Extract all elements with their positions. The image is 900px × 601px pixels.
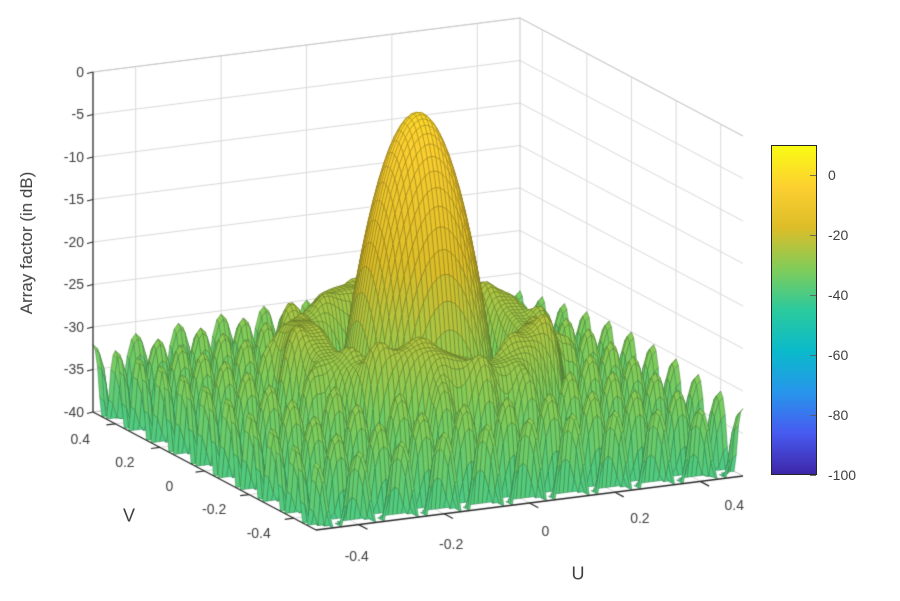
- colorbar-tick-mark: [810, 474, 816, 476]
- v-axis-title: V: [122, 505, 136, 526]
- colorbar-gradient: [771, 145, 817, 475]
- colorbar-tick-mark: [810, 414, 816, 416]
- colorbar-tick-mark: [810, 234, 816, 236]
- colorbar-tick-label: -100: [828, 467, 857, 483]
- colorbar-tick-label: 0: [828, 167, 836, 183]
- colorbar-tick-mark: [810, 174, 816, 176]
- colorbar-tick-label: -40: [828, 287, 849, 303]
- u-axis-title: U: [571, 563, 585, 584]
- z-axis-title: Array factor (in dB): [17, 171, 36, 315]
- colorbar-tick-label: -20: [828, 227, 849, 243]
- colorbar: 0 -20 -40 -60 -80 -100: [771, 145, 856, 482]
- colorbar-tick-mark: [810, 294, 816, 296]
- colorbar-tick-label: -80: [828, 407, 849, 423]
- colorbar-tick-label: -60: [828, 347, 849, 363]
- colorbar-tick-mark: [810, 354, 816, 356]
